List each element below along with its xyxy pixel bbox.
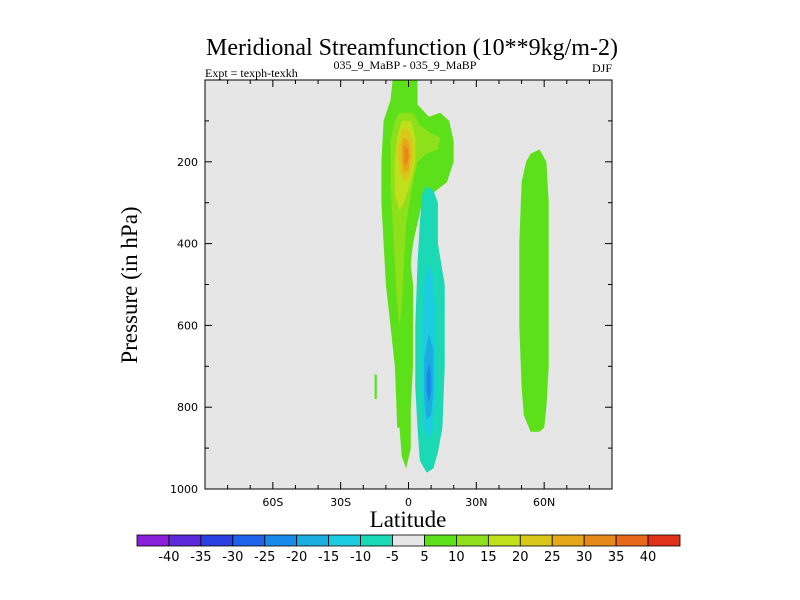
colorbar-swatch (328, 534, 361, 547)
colorbar-swatch (615, 534, 649, 547)
colorbar-label: -25 (254, 550, 275, 565)
y-tick-label: 1000 (170, 483, 198, 496)
colorbar-swatch (392, 534, 425, 547)
colorbar-swatch (296, 534, 330, 547)
colorbar-label: -15 (318, 550, 339, 565)
x-tick-label: 30S (330, 496, 351, 509)
colorbar-swatch (168, 534, 202, 547)
y-tick-label: 600 (177, 319, 198, 332)
colorbar-swatch (360, 534, 393, 547)
x-tick-label: 60N (533, 496, 555, 509)
colorbar-swatch (264, 534, 298, 547)
colorbar-label: 10 (448, 550, 465, 565)
x-tick-label: 0 (405, 496, 412, 509)
colorbar-label: 40 (640, 550, 657, 565)
experiment-period-label: 035_9_MaBP - 035_9_MaBP (334, 58, 477, 72)
colorbar-swatch (647, 534, 681, 547)
contour-regions (374, 80, 549, 473)
colorbar-label: -5 (386, 550, 399, 565)
colorbar-swatch (551, 534, 585, 547)
colorbar-swatch (136, 534, 170, 547)
contour-region-positive-30-35-upper-core (404, 145, 409, 166)
experiment-label: Expt = texph-texkh (205, 66, 298, 80)
y-tick-label: 800 (177, 401, 198, 414)
colorbar-label: 15 (480, 550, 497, 565)
colorbar-label: 25 (544, 550, 561, 565)
contour-region-negative-20-25-core (426, 362, 432, 404)
colorbar-swatch (456, 534, 489, 547)
colorbar-swatch (583, 534, 617, 547)
colorbar-label: 5 (420, 550, 428, 565)
colorbar-label: -40 (158, 550, 179, 565)
colorbar-label: 35 (608, 550, 625, 565)
x-axis: 60S 30S 0 30N 60N (227, 80, 590, 509)
colorbar-swatch (200, 534, 234, 547)
y-axis-title: Pressure (in hPa) (117, 206, 142, 363)
colorbar: -40 -35 -30 -25 -20 -15 -10 -5 5 10 15 20 25 30 35 40 (136, 534, 681, 565)
colorbar-swatch (519, 534, 553, 547)
y-axis: 200 400 600 800 1000 (170, 120, 612, 496)
colorbar-swatch (424, 534, 457, 547)
colorbar-label: 30 (576, 550, 593, 565)
colorbar-swatch (487, 534, 521, 547)
colorbar-label: 20 (512, 550, 529, 565)
colorbar-label: -20 (286, 550, 307, 565)
x-tick-label: 60S (262, 496, 283, 509)
colorbar-swatch (232, 534, 266, 547)
x-tick-label: 30N (465, 496, 487, 509)
y-tick-label: 200 (177, 156, 198, 169)
season-label: DJF (592, 61, 612, 75)
colorbar-label: -30 (222, 550, 243, 565)
contour-region-positive-5-10-southern-spot (374, 374, 377, 399)
colorbar-label: -10 (350, 550, 371, 565)
x-axis-title: Latitude (370, 507, 447, 532)
contour-region-positive-5-10-northern-cell (519, 149, 549, 432)
y-tick-label: 400 (177, 238, 198, 251)
chart-title: Meridional Streamfunction (10**9kg/m-2) (206, 35, 618, 61)
colorbar-label: -35 (190, 550, 211, 565)
